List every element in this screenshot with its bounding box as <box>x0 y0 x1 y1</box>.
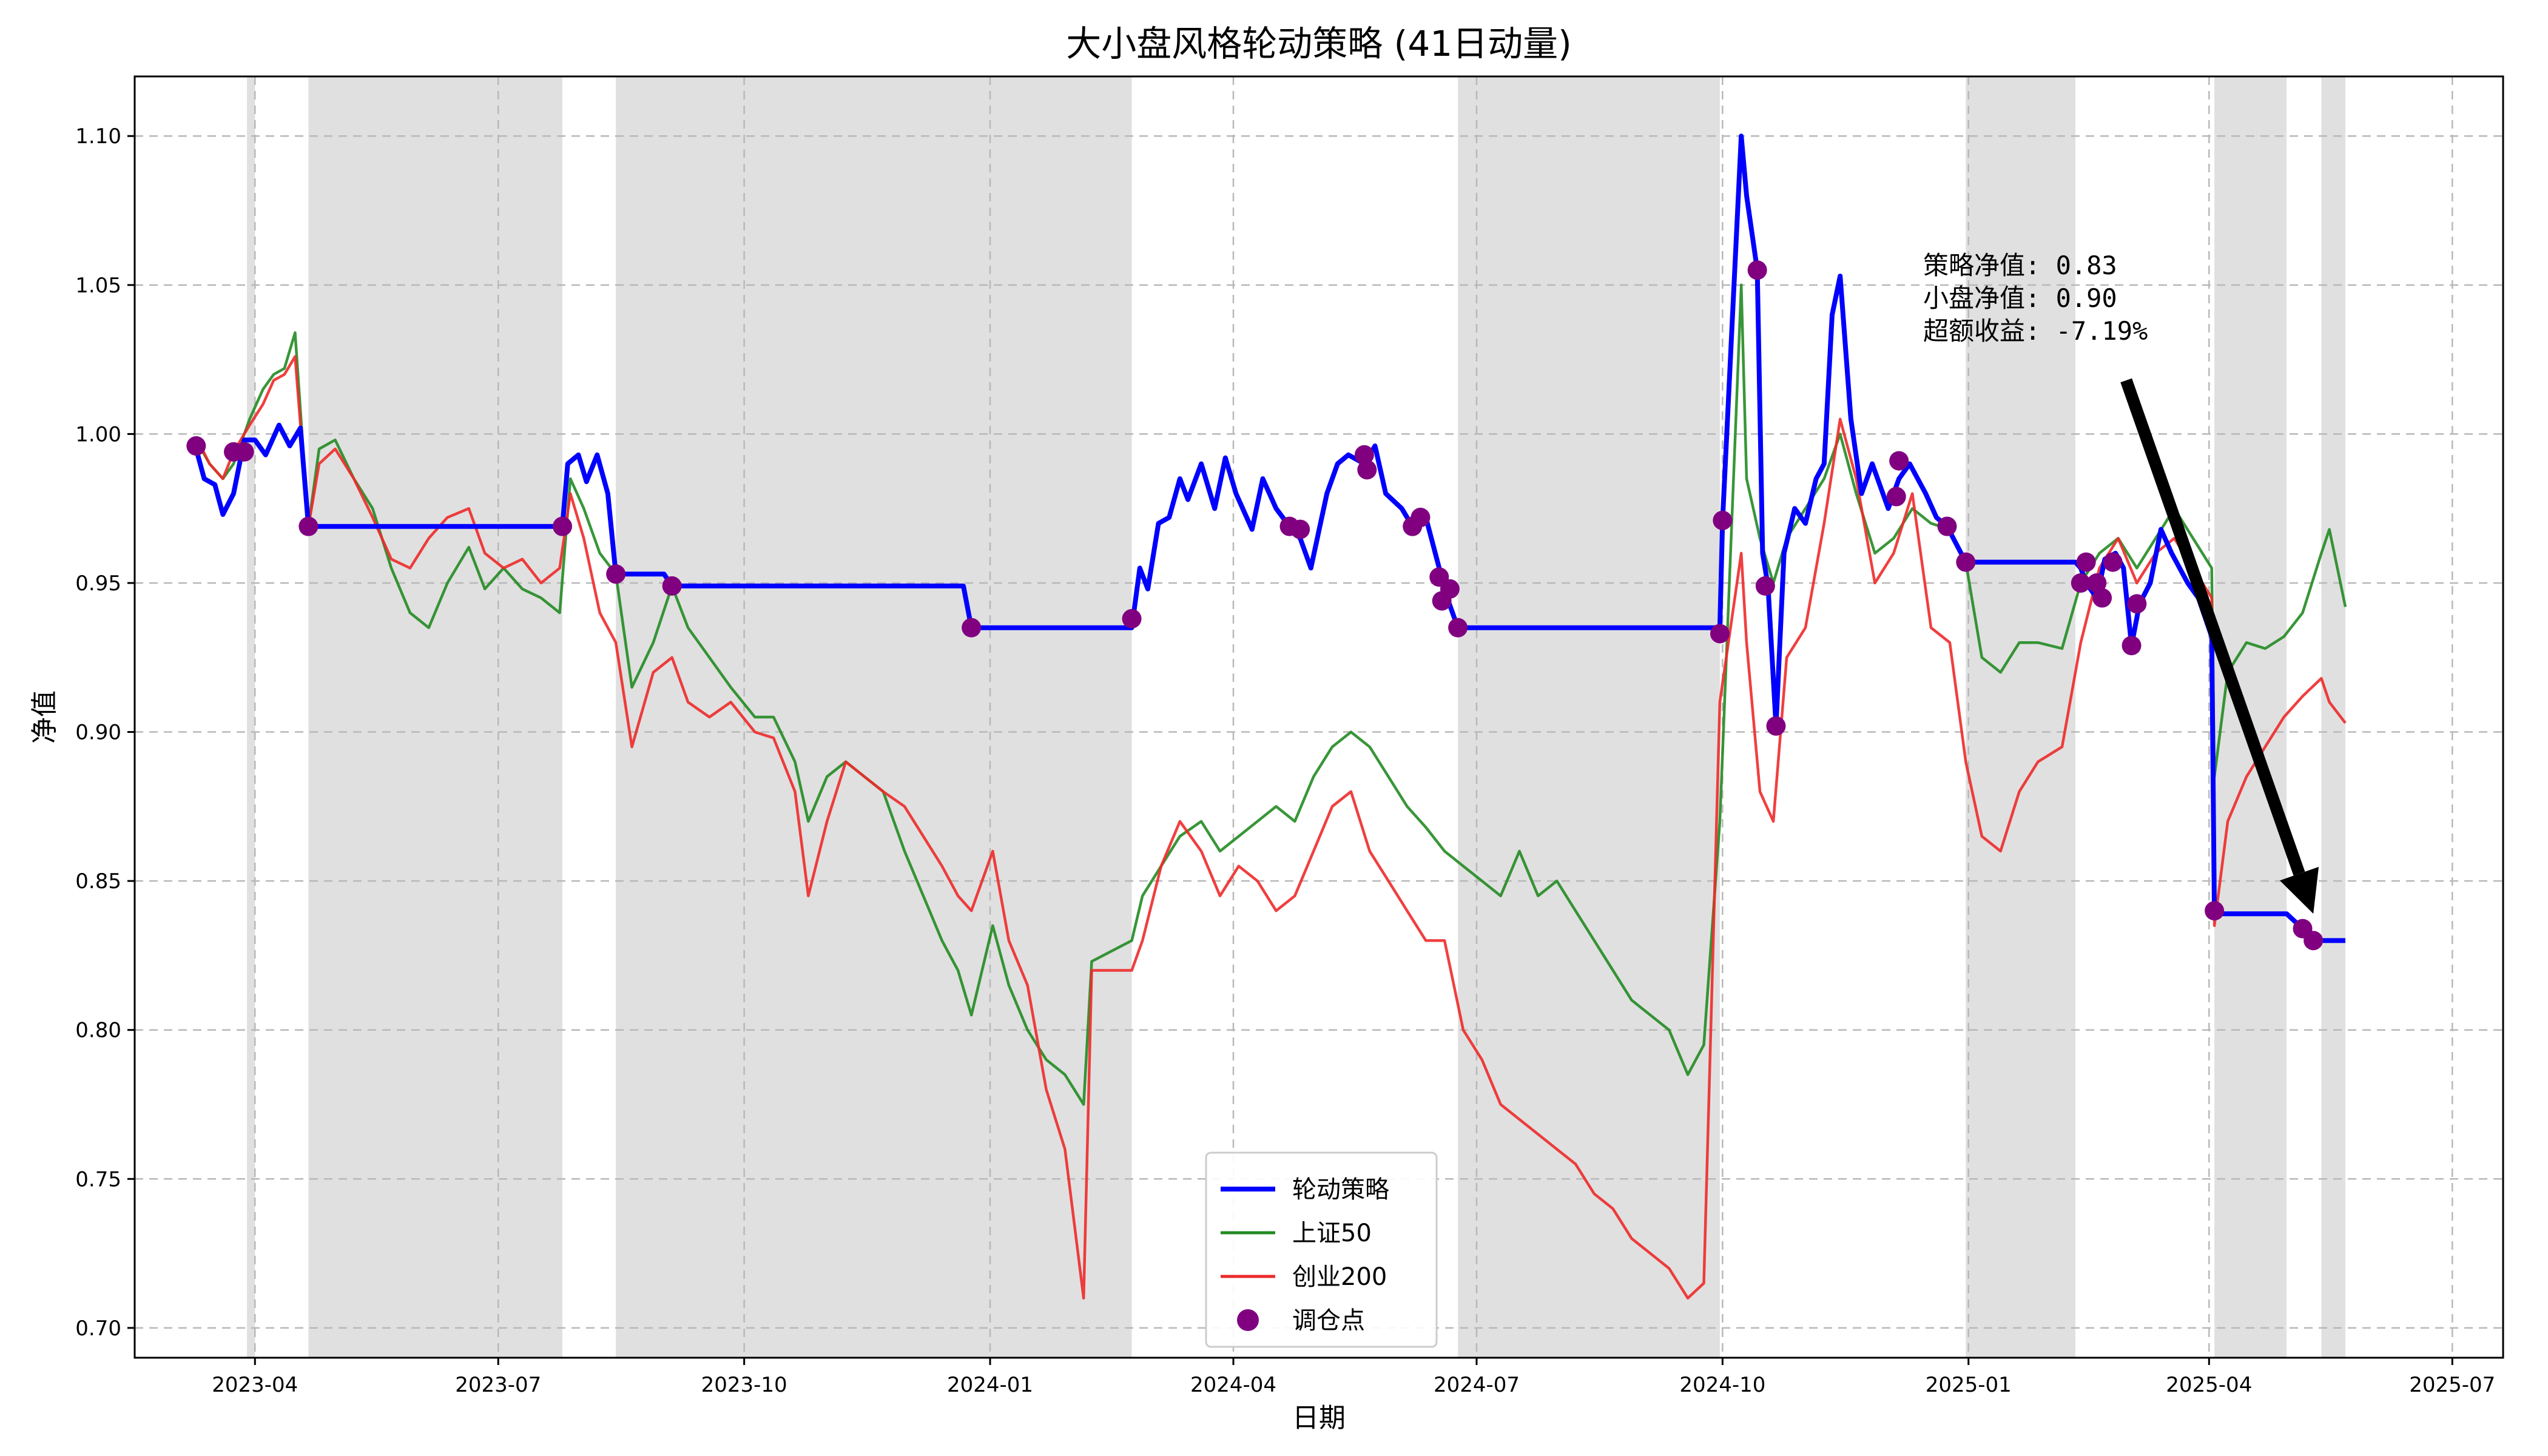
x-tick-label-4: 2024-04 <box>1190 1373 1276 1397</box>
rebalance-point-33 <box>2122 636 2142 656</box>
legend: 轮动策略 上证50 创业200 调仓点 <box>1205 1151 1438 1348</box>
y-tick-label-8: 1.10 <box>75 124 121 149</box>
rebalance-point-2 <box>234 442 254 462</box>
legend-box <box>1205 1151 1438 1348</box>
rebalance-point-31 <box>2092 588 2112 608</box>
x-tick-label-7: 2025-01 <box>1926 1373 2012 1397</box>
shaded-period-0 <box>247 76 255 1358</box>
annotation-arrow-shaft <box>2120 378 2305 876</box>
rebalance-point-28 <box>2071 573 2091 593</box>
rebalance-point-23 <box>1766 716 1786 736</box>
shaded-periods <box>247 76 2346 1358</box>
rebalance-point-12 <box>1357 460 1377 480</box>
rebalance-point-26 <box>1937 516 1957 536</box>
rebalance-point-20 <box>1713 510 1733 530</box>
rebalance-point-0 <box>186 436 206 456</box>
annotation-line-nav: 策略净值: 0.83 <box>1923 251 2117 280</box>
rebalance-point-18 <box>1448 618 1468 638</box>
y-tick-label-2: 0.80 <box>75 1019 121 1043</box>
x-tick-label-1: 2023-07 <box>455 1373 541 1397</box>
x-axis-ticks: 2023-04 2023-07 2023-10 2024-01 2024-04 2024-… <box>212 1358 2495 1397</box>
annotation-arrow-head <box>2279 866 2319 914</box>
y-tick-label-3: 0.85 <box>75 869 121 894</box>
y-tick-label-5: 0.95 <box>75 571 121 596</box>
series-line-sse50 <box>195 283 2347 1106</box>
x-tick-label-9: 2025-07 <box>2409 1373 2495 1397</box>
legend-swatch-rebalance <box>1237 1309 1259 1331</box>
x-tick-label-2: 2023-10 <box>701 1373 787 1397</box>
series-line-chinext200 <box>195 355 2347 1300</box>
annotation: 策略净值: 0.83 小盘净值: 0.90 超额收益: -7.19% <box>1923 251 2319 914</box>
rebalance-point-24 <box>1886 487 1906 507</box>
y-tick-label-0: 0.70 <box>75 1316 121 1341</box>
rebalance-point-3 <box>298 516 318 536</box>
y-tick-label-4: 0.90 <box>75 721 121 745</box>
y-tick-label-1: 0.75 <box>75 1167 121 1191</box>
x-tick-label-5: 2024-07 <box>1434 1373 1520 1397</box>
legend-label-strategy: 轮动策略 <box>1292 1176 1389 1204</box>
chart-title: 大小盘风格轮动策略 (41日动量) <box>1066 23 1572 64</box>
rebalance-point-32 <box>2103 552 2123 572</box>
rebalance-point-5 <box>606 564 626 584</box>
shaded-period-1 <box>308 76 563 1358</box>
legend-label-rebalance: 调仓点 <box>1292 1307 1365 1335</box>
rebalance-point-30 <box>2087 573 2107 593</box>
rebalance-point-35 <box>2205 901 2225 921</box>
rebalance-point-10 <box>1290 519 1310 539</box>
x-tick-label-0: 2023-04 <box>212 1373 298 1397</box>
y-tick-label-7: 1.05 <box>75 274 121 298</box>
rebalance-point-7 <box>962 618 982 638</box>
rebalance-point-8 <box>1122 608 1142 629</box>
x-axis-label: 日期 <box>1292 1403 1346 1434</box>
rebalance-point-11 <box>1354 445 1374 465</box>
rebalance-point-34 <box>2127 594 2147 614</box>
rebalance-point-4 <box>553 516 573 536</box>
rebalance-point-19 <box>1710 624 1730 644</box>
legend-label-chinext200: 创业200 <box>1292 1263 1387 1291</box>
y-axis-ticks: 0.70 0.75 0.80 0.85 0.90 0.95 1.00 1.05 1.10 <box>75 124 135 1341</box>
annotation-line-smallcap: 小盘净值: 0.90 <box>1923 283 2117 313</box>
y-axis-label: 净值 <box>29 690 60 744</box>
rebalance-point-37 <box>2304 931 2324 951</box>
shaded-period-2 <box>616 76 1132 1358</box>
rebalance-point-25 <box>1889 451 1909 471</box>
rebalance-point-6 <box>662 576 682 596</box>
legend-label-sse50: 上证50 <box>1292 1219 1372 1247</box>
x-tick-label-6: 2024-10 <box>1679 1373 1765 1397</box>
rebalance-point-17 <box>1440 579 1460 599</box>
x-tick-label-8: 2025-04 <box>2166 1373 2252 1397</box>
rebalance-markers <box>186 260 2324 951</box>
shaded-period-4 <box>1966 76 2075 1358</box>
rebalance-point-29 <box>2076 552 2096 572</box>
annotation-line-excess: 超额收益: -7.19% <box>1923 316 2148 346</box>
shaded-period-3 <box>1458 76 1720 1358</box>
rebalance-point-22 <box>1755 576 1775 596</box>
y-tick-label-6: 1.00 <box>75 422 121 447</box>
rebalance-point-27 <box>1956 552 1976 572</box>
rebalance-point-14 <box>1410 507 1431 527</box>
rebalance-point-21 <box>1747 260 1767 280</box>
plot-frame <box>133 75 2504 1359</box>
x-tick-label-3: 2024-01 <box>947 1373 1033 1397</box>
